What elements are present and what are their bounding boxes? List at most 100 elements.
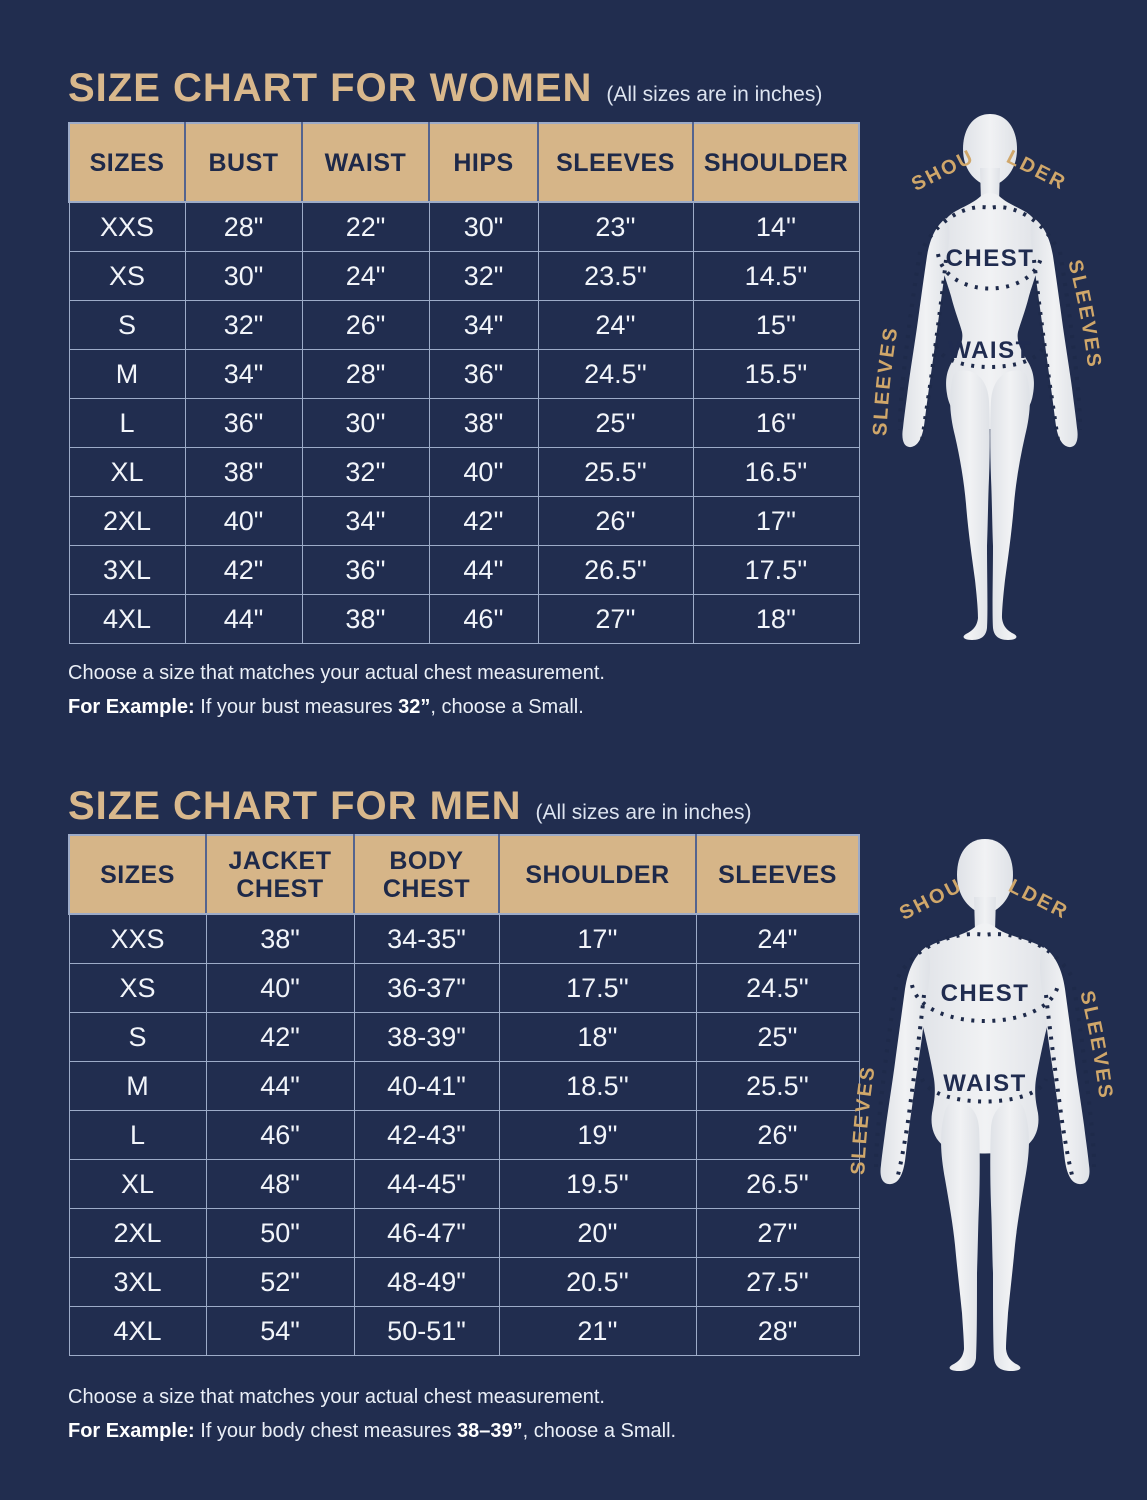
women-header-row: SIZES BUST WAIST HIPS SLEEVES SHOULDER [68,122,860,203]
women-sleeves-label-right: SLEEVES [1063,258,1105,371]
size-cell: 34" [184,349,303,399]
size-row: XS 40" 36-37" 17.5'' 24.5'' [68,963,860,1013]
women-right-sleeve-inner-dotted [1032,259,1060,441]
size-cell: 30" [428,201,539,252]
size-cell: 3XL [68,1257,207,1307]
size-cell: L [68,398,186,448]
size-cell: 24.5'' [537,349,694,399]
men-chart-subtitle: (All sizes are in inches) [535,801,752,824]
size-cell: XS [68,251,186,301]
size-cell: 22" [301,201,430,252]
women-mannequin [902,114,1078,640]
column-header: BUST [184,122,303,203]
size-cell: 46-47" [353,1208,500,1258]
men-waist-dotted-line [920,1077,1048,1104]
size-cell: 30'' [301,398,430,448]
size-row: M 34" 28" 36" 24.5'' 15.5'' [68,349,860,399]
size-cell: 17.5'' [692,545,860,595]
size-cell: 23.5'' [537,251,694,301]
men-measurement-figure: SHOU LDER SLEEVES SLEEVES CHEST WAIST [847,839,1114,1371]
women-note-line2: For Example: If your bust measures 32”, … [68,690,605,724]
size-cell: 50" [205,1208,355,1258]
size-cell: 18'' [692,594,860,644]
size-cell: 42" [205,1012,355,1062]
size-cell: L [68,1110,207,1160]
size-cell: 25.5'' [537,447,694,497]
men-shoulder-label-right: LDER [1005,875,1072,924]
size-row: 2XL 50" 46-47" 20'' 27'' [68,1208,860,1258]
size-cell: 24'' [695,913,860,964]
size-cell: 44-45" [353,1159,500,1209]
size-row: L 46" 42-43" 19'' 26'' [68,1110,860,1160]
size-row: XXS 28" 22" 30" 23'' 14'' [68,201,860,252]
size-cell: 27'' [537,594,694,644]
size-cell: 25'' [537,398,694,448]
size-cell: 30" [184,251,303,301]
men-table-body: XXS 38" 34-35" 17'' 24'' XS 40" 36-37" 17.5'' 24.… [68,913,860,1356]
size-cell: 38-39" [353,1012,500,1062]
size-cell: 40'' [428,447,539,497]
women-measurement-lines [898,205,1082,441]
men-note-line2: For Example: If your body chest measures… [68,1414,676,1448]
women-table-header: SIZES BUST WAIST HIPS SLEEVES SHOULDER [68,122,860,203]
men-title-row: SIZE CHART FOR MEN (All sizes are in inc… [68,784,751,829]
size-row: XL 48" 44-45" 19.5'' 26.5'' [68,1159,860,1209]
women-chart-title: SIZE CHART FOR WOMEN [68,66,593,110]
size-row: XS 30" 24" 32" 23.5'' 14.5'' [68,251,860,301]
size-cell: 34-35" [353,913,500,964]
women-shoulder-label-left: SHOU [908,145,978,195]
size-row: 3XL 52" 48-49" 20.5'' 27.5'' [68,1257,860,1307]
size-cell: 34" [428,300,539,350]
women-note-suffix: , choose a Small. [430,696,584,718]
size-cell: 44" [205,1061,355,1111]
women-size-table: SIZES BUST WAIST HIPS SLEEVES SHOULDER XXS 28"… [68,122,860,644]
size-cell: 24'' [537,300,694,350]
size-cell: 26'' [537,496,694,546]
size-cell: M [68,349,186,399]
size-cell: S [68,300,186,350]
size-cell: 27.5'' [695,1257,860,1307]
size-cell: 40" [184,496,303,546]
size-cell: 48" [205,1159,355,1209]
size-row: 4XL 54" 50-51" 21'' 28" [68,1306,860,1356]
size-cell: 46" [205,1110,355,1160]
size-cell: 15'' [692,300,860,350]
men-note-example-label: For Example: [68,1420,195,1442]
men-right-sleeve-inner-dotted [1044,994,1074,1176]
column-header: JACKET CHEST [205,834,355,915]
size-cell: 40-41" [353,1061,500,1111]
size-cell: 54" [205,1306,355,1356]
men-size-table: SIZES JACKET CHEST BODY CHEST SHOULDER SLEEV… [68,834,860,1356]
women-note: Choose a size that matches your actual c… [68,656,605,724]
size-cell: 38" [428,398,539,448]
size-row: XXS 38" 34-35" 17'' 24'' [68,913,860,964]
women-shoulder-label-right: LDER [1003,146,1070,195]
size-cell: 18.5'' [498,1061,697,1111]
size-cell: 14'' [692,201,860,252]
size-row: L 36" 30'' 38" 25'' 16'' [68,398,860,448]
size-row: 2XL 40" 34'' 42'' 26'' 17'' [68,496,860,546]
women-note-example-label: For Example: [68,696,195,718]
men-waist-label: WAIST [943,1070,1027,1097]
women-chest-label: CHEST [946,245,1035,272]
column-header: SLEEVES [537,122,694,203]
size-cell: 46'' [428,594,539,644]
women-note-line1: Choose a size that matches your actual c… [68,662,605,684]
size-cell: 42" [184,545,303,595]
size-cell: 38" [184,447,303,497]
men-shoulder-label-left: SHOU [896,874,966,924]
size-cell: 14.5'' [692,251,860,301]
size-cell: 15.5'' [692,349,860,399]
size-cell: 4XL [68,594,186,644]
size-cell: 17.5'' [498,963,697,1013]
men-note-value: 38–39” [457,1420,523,1442]
size-cell: 50-51" [353,1306,500,1356]
men-note: Choose a size that matches your actual c… [68,1380,676,1448]
women-measurement-figure: SHOU LDER SLEEVES SLEEVES CHEST WAIST [869,114,1105,640]
size-cell: 2XL [68,496,186,546]
size-cell: 21'' [498,1306,697,1356]
size-cell: 16.5'' [692,447,860,497]
size-cell: 52" [205,1257,355,1307]
size-cell: 42'' [428,496,539,546]
